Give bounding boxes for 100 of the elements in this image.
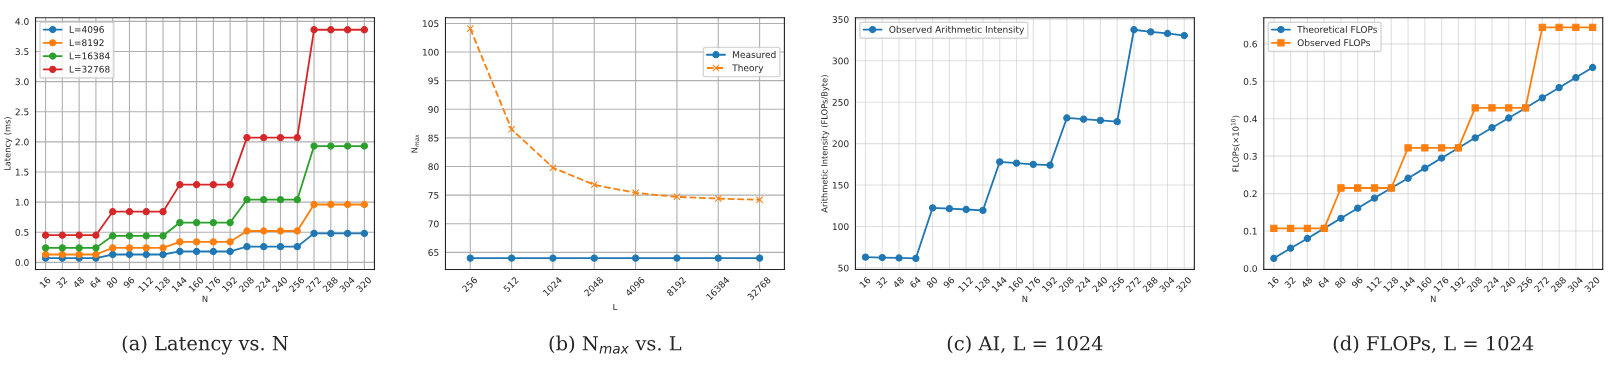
x-tick-label: 16 xyxy=(39,276,52,289)
x-tick-label: 112 xyxy=(957,276,974,293)
y-tick-label: 3.0 xyxy=(15,78,29,86)
point xyxy=(159,250,167,259)
x-tick-label: 304 xyxy=(1567,276,1584,293)
point xyxy=(755,254,764,262)
point xyxy=(58,244,66,252)
point xyxy=(75,250,83,259)
y-tick-label: 0.0 xyxy=(15,259,29,266)
point xyxy=(1370,194,1379,202)
point xyxy=(243,243,251,251)
point xyxy=(1538,94,1546,102)
x-tick-label: 32 xyxy=(875,276,888,289)
point xyxy=(276,243,285,251)
legend-label: L=16384 xyxy=(69,52,110,60)
x-tick-label: 320 xyxy=(1175,276,1192,293)
point xyxy=(109,250,117,259)
point xyxy=(1163,29,1172,38)
x-tick-label: 240 xyxy=(1500,276,1517,293)
point xyxy=(1588,23,1597,32)
legend-label: Theoretical FLOPs xyxy=(1297,25,1378,33)
text: (d) FLOPs, L = 1024 xyxy=(1333,335,1534,354)
y-tick-label: 2.0 xyxy=(15,138,29,146)
x-tick-label: 256 xyxy=(461,276,478,293)
point xyxy=(293,243,301,251)
y-tick-label: 200 xyxy=(832,140,849,148)
x-tick-label: 192 xyxy=(1041,276,1058,293)
point xyxy=(142,232,150,240)
y-tick-label: 250 xyxy=(832,98,849,106)
point xyxy=(1421,164,1429,172)
x-tick-label: 304 xyxy=(1158,276,1176,293)
point xyxy=(1555,23,1563,32)
point xyxy=(1421,144,1429,152)
point xyxy=(125,208,134,216)
point xyxy=(310,26,318,34)
point xyxy=(360,26,369,34)
point xyxy=(1180,31,1188,40)
y-tick-label: 0.0 xyxy=(1243,265,1257,272)
x-tick-label: 112 xyxy=(1366,276,1382,293)
legend-label: Observed Arithmetic Intensity xyxy=(889,25,1025,35)
point xyxy=(1572,23,1580,32)
x-tick-label: 288 xyxy=(1550,276,1567,293)
point xyxy=(243,133,251,142)
x-tick-label: 240 xyxy=(271,276,288,293)
point xyxy=(1488,124,1496,132)
x-tick-label: 320 xyxy=(1584,276,1601,293)
x-tick-label: 176 xyxy=(205,276,221,293)
point xyxy=(1354,204,1362,212)
x-tick-label: 208 xyxy=(1058,276,1075,293)
point xyxy=(125,244,134,252)
point xyxy=(1437,144,1446,152)
point xyxy=(310,142,318,150)
point xyxy=(92,244,100,252)
point xyxy=(928,204,937,212)
point xyxy=(209,218,218,227)
x-tick-label: 160 xyxy=(1008,276,1025,293)
x-tick-label: 64 xyxy=(1317,276,1330,289)
point xyxy=(276,133,285,142)
x-tick-label: 96 xyxy=(122,276,135,289)
point xyxy=(1370,184,1379,192)
legend-label: L=8192 xyxy=(69,39,104,47)
point xyxy=(1337,184,1345,192)
point xyxy=(673,254,681,262)
point xyxy=(507,125,516,133)
point xyxy=(176,180,184,189)
point xyxy=(1029,160,1037,168)
point xyxy=(1505,104,1513,112)
point xyxy=(192,218,201,227)
point xyxy=(142,250,150,259)
point xyxy=(327,142,335,150)
point xyxy=(327,200,335,209)
point xyxy=(276,227,285,235)
x-tick-label: 288 xyxy=(1142,276,1159,293)
x-tick-label: 64 xyxy=(89,276,102,289)
point xyxy=(327,26,335,34)
point xyxy=(176,238,184,246)
x-tick-label: 304 xyxy=(339,276,356,293)
x-tick-label: 144 xyxy=(1399,276,1416,293)
point xyxy=(1096,116,1105,125)
point xyxy=(1147,28,1155,36)
point xyxy=(979,206,987,214)
point xyxy=(1471,104,1479,112)
point xyxy=(92,231,100,239)
legend-label: Measured xyxy=(733,51,776,59)
y-tick-label: 150 xyxy=(832,181,849,189)
y-tick-label: 70 xyxy=(428,220,439,228)
point xyxy=(176,218,184,227)
point xyxy=(466,24,474,33)
y-tick-label: 100 xyxy=(832,223,849,231)
point xyxy=(507,254,516,262)
point xyxy=(343,200,352,209)
point xyxy=(276,196,285,204)
y-axis-title: Arithmetic Intensity (FLOPs/Byte) xyxy=(821,75,830,213)
point xyxy=(75,244,83,252)
y-tick-label: 0.2 xyxy=(1243,190,1257,198)
point xyxy=(755,196,764,204)
point xyxy=(1404,144,1412,152)
x-tick-label: 80 xyxy=(1334,276,1347,289)
point xyxy=(159,232,167,240)
y-tick-label: 0.5 xyxy=(15,228,29,236)
